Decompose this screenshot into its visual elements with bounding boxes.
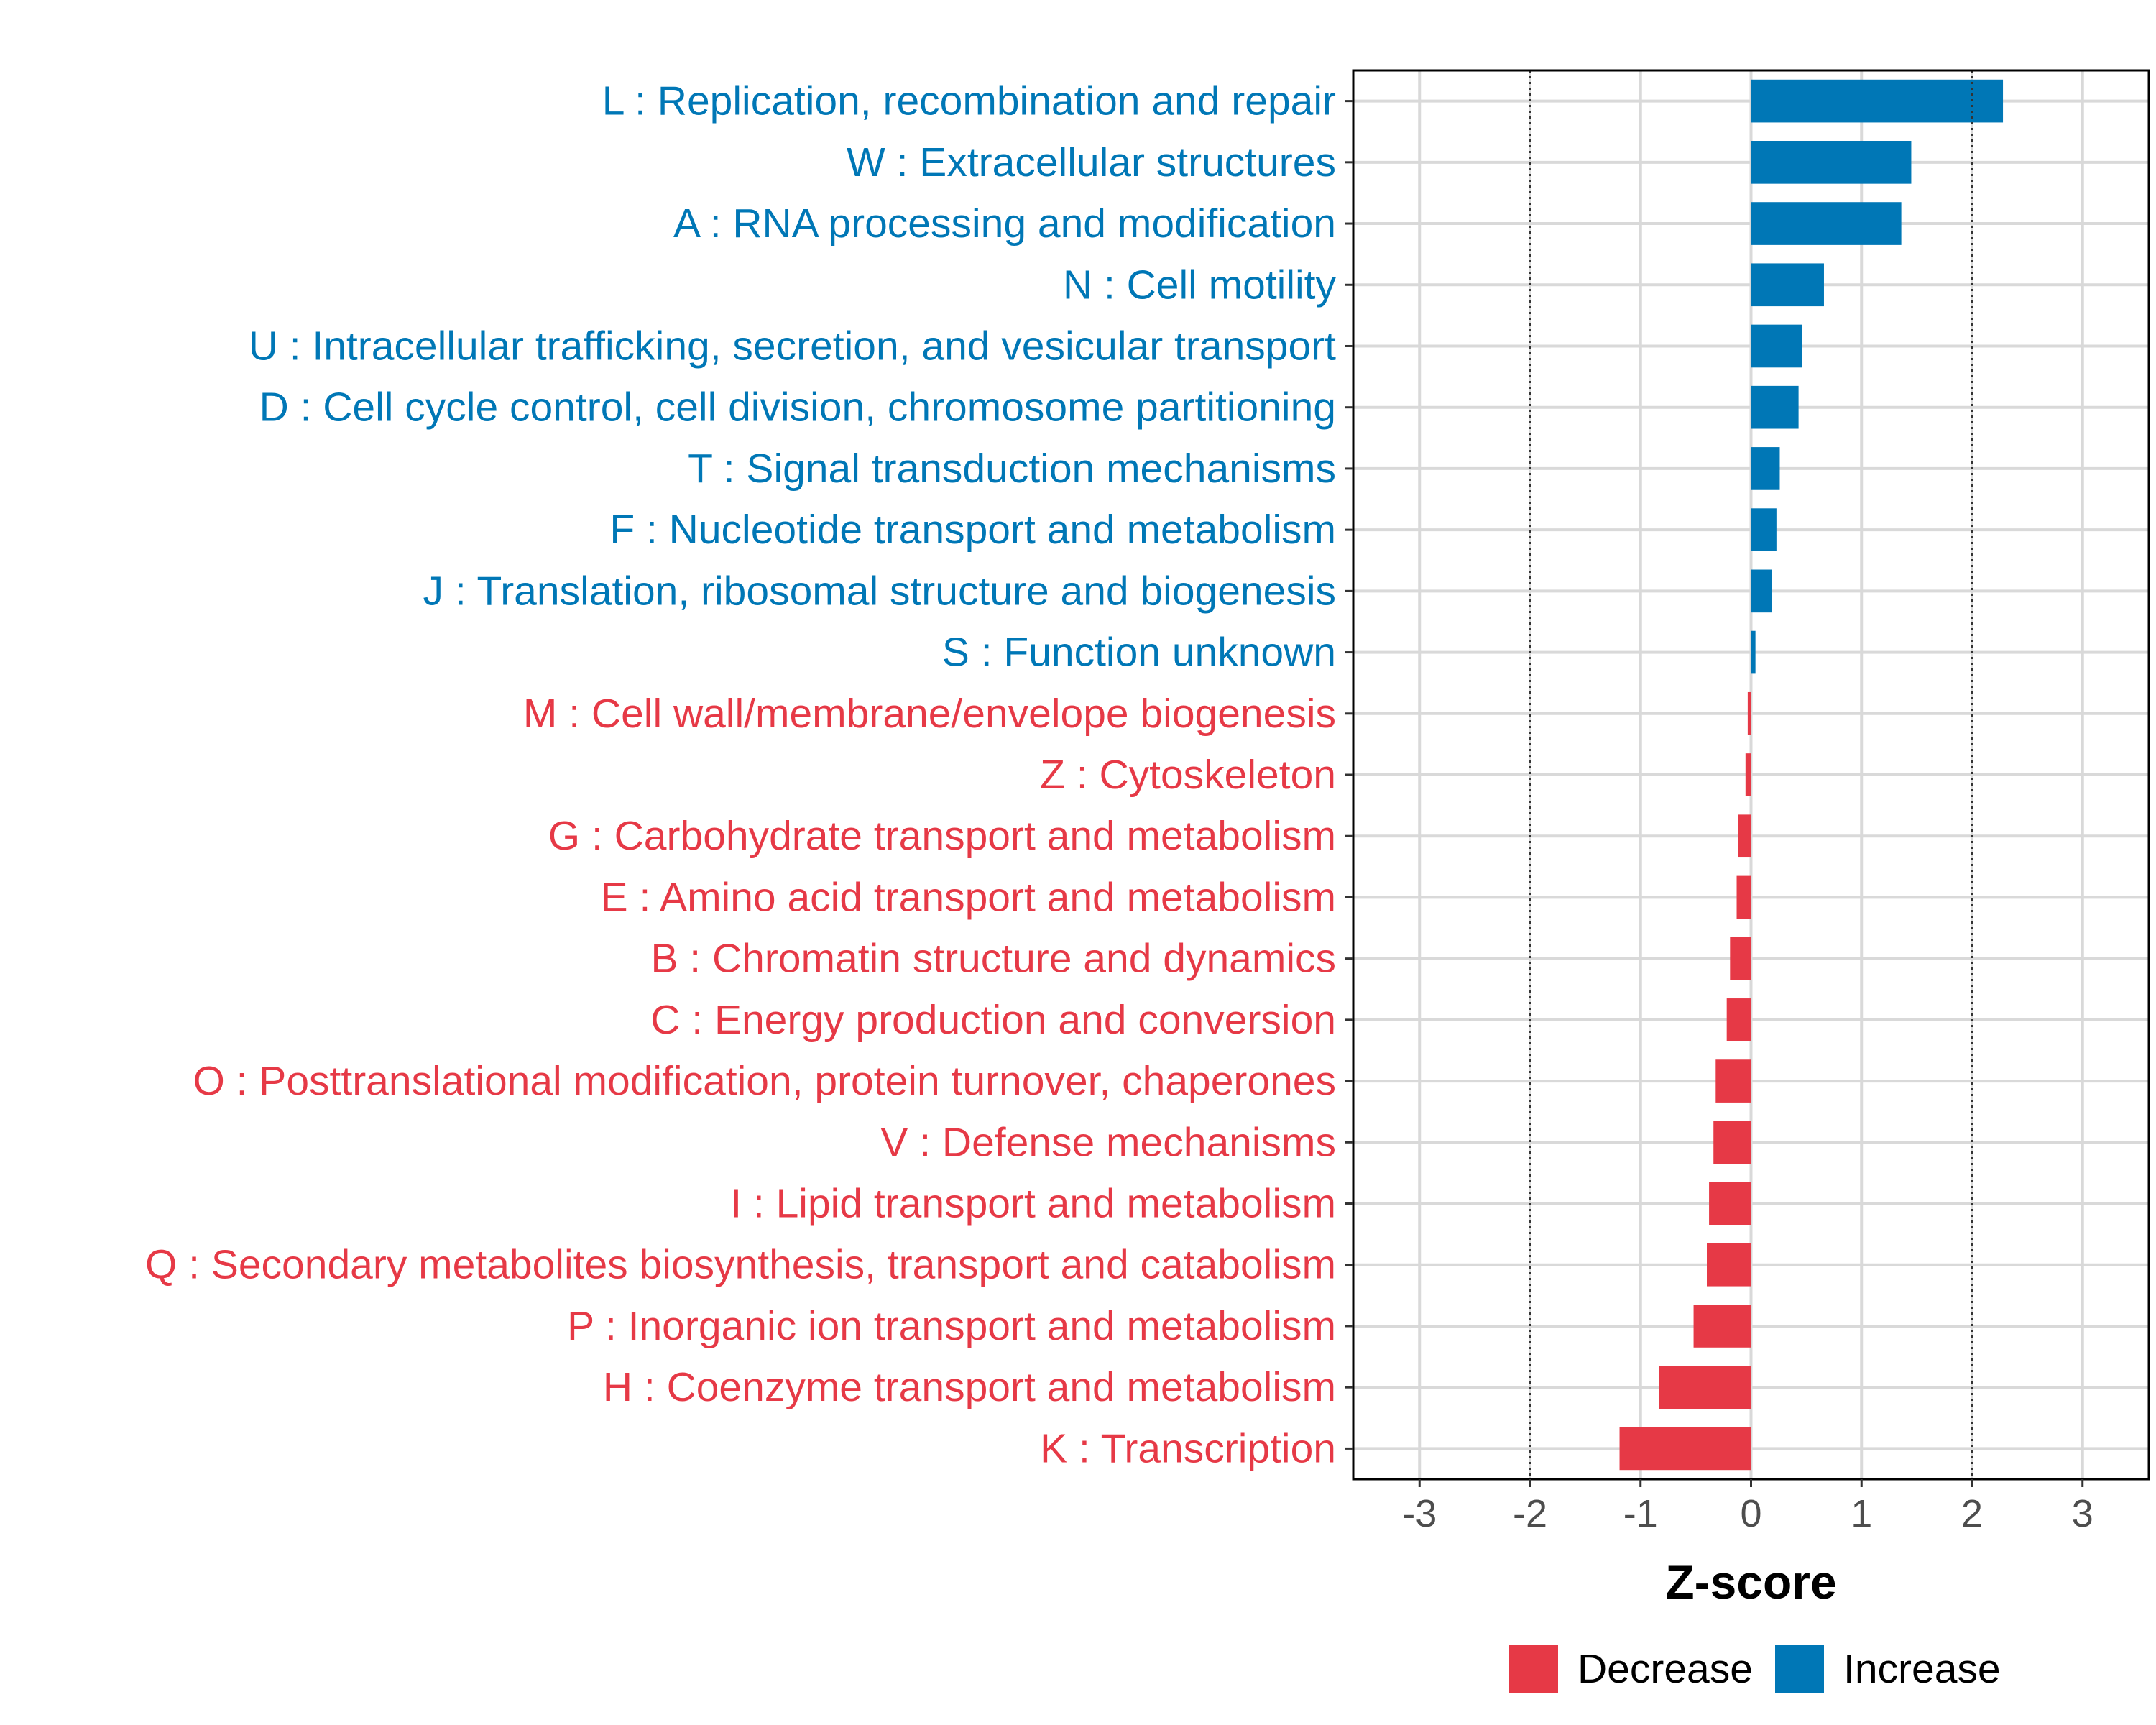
category-label: E : Amino acid transport and metabolism <box>601 874 1336 920</box>
x-axis-ticks <box>1418 1479 2084 1487</box>
x-tick-label: -3 <box>1402 1492 1437 1535</box>
category-label: N : Cell motility <box>1063 262 1337 308</box>
category-label: U : Intracellular trafficking, secretion… <box>249 323 1336 369</box>
bar-j-increase <box>1751 569 1772 613</box>
category-label: W : Extracellular structures <box>847 139 1336 185</box>
category-label: S : Function unknown <box>942 630 1336 676</box>
y-axis-ticks <box>1345 100 1353 1450</box>
legend-key-decrease <box>1509 1644 1558 1693</box>
category-label: I : Lipid transport and metabolism <box>730 1181 1336 1227</box>
x-tick-label: 3 <box>2072 1492 2093 1535</box>
x-tick-label: 1 <box>1851 1492 1872 1535</box>
bar-v-decrease <box>1713 1121 1751 1164</box>
bar-p-decrease <box>1693 1305 1751 1348</box>
bar-o-decrease <box>1715 1059 1751 1103</box>
category-label: D : Cell cycle control, cell division, c… <box>259 385 1336 431</box>
legend: Decrease Increase <box>1509 1644 2001 1693</box>
x-tick-label: -2 <box>1513 1492 1547 1535</box>
bar-layer <box>1619 79 2004 1471</box>
bar-m-decrease <box>1747 691 1751 735</box>
bar-t-increase <box>1751 447 1780 490</box>
category-label: P : Inorganic ion transport and metaboli… <box>567 1303 1336 1349</box>
bar-f-increase <box>1751 508 1777 551</box>
bar-s-increase <box>1751 630 1756 674</box>
x-axis-tick-labels: -3 -2 -1 0 1 2 3 <box>1402 1492 2093 1535</box>
bar-w-increase <box>1751 141 1912 184</box>
category-label: C : Energy production and conversion <box>650 997 1336 1043</box>
category-label: M : Cell wall/membrane/envelope biogenes… <box>523 691 1336 737</box>
category-label: H : Coenzyme transport and metabolism <box>603 1364 1336 1410</box>
legend-label-decrease: Decrease <box>1577 1646 1753 1692</box>
bar-l-increase <box>1751 79 2004 123</box>
category-label: F : Nucleotide transport and metabolism <box>609 507 1336 553</box>
bar-k-decrease <box>1619 1427 1751 1471</box>
bar-z-decrease <box>1745 753 1751 796</box>
category-label: A : RNA processing and modification <box>673 201 1336 247</box>
threshold-layer <box>1529 70 1973 1479</box>
category-label: L : Replication, recombination and repai… <box>602 78 1336 124</box>
bar-b-decrease <box>1730 937 1751 980</box>
category-label: G : Carbohydrate transport and metabolis… <box>548 813 1336 859</box>
bar-d-increase <box>1751 385 1799 429</box>
bar-u-increase <box>1751 324 1802 368</box>
bar-q-decrease <box>1707 1243 1751 1287</box>
x-tick-label: -1 <box>1623 1492 1658 1535</box>
bar-e-decrease <box>1736 875 1751 919</box>
bar-n-increase <box>1751 263 1824 307</box>
category-label: B : Chromatin structure and dynamics <box>650 936 1336 982</box>
category-label: V : Defense mechanisms <box>880 1119 1336 1165</box>
bar-h-decrease <box>1659 1366 1751 1409</box>
category-label: T : Signal transduction mechanisms <box>688 446 1336 492</box>
x-axis-title: Z-score <box>1665 1555 1836 1609</box>
x-tick-label: 0 <box>1740 1492 1761 1535</box>
category-label: O : Posttranslational modification, prot… <box>193 1058 1336 1104</box>
bar-g-decrease <box>1738 814 1751 858</box>
bar-a-increase <box>1751 202 1902 245</box>
bar-i-decrease <box>1709 1182 1751 1225</box>
category-label: J : Translation, ribosomal structure and… <box>423 568 1336 614</box>
category-label: Q : Secondary metabolites biosynthesis, … <box>145 1242 1336 1288</box>
category-label: K : Transcription <box>1040 1425 1336 1471</box>
x-tick-label: 2 <box>1961 1492 1983 1535</box>
category-label: Z : Cytoskeleton <box>1040 752 1336 798</box>
legend-label-increase: Increase <box>1843 1646 2001 1692</box>
legend-key-increase <box>1775 1644 1824 1693</box>
bar-c-decrease <box>1726 998 1751 1041</box>
y-axis-category-labels: L : Replication, recombination and repai… <box>145 78 1337 1472</box>
